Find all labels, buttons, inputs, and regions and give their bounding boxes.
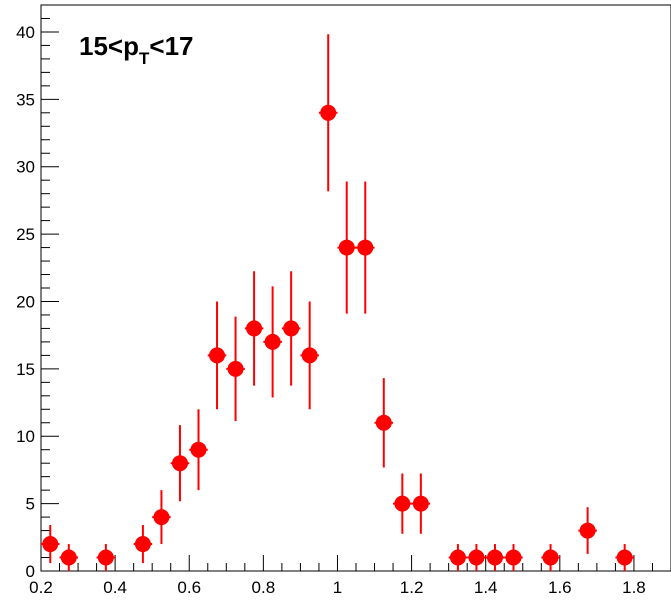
data-point [300, 301, 319, 410]
y-tick-label: 25 [16, 225, 35, 244]
x-tick-label: 1.8 [622, 578, 646, 597]
point-marker [357, 239, 374, 256]
y-tick-label: 40 [16, 23, 35, 42]
annotation-pt-range: 15<pT<17 [79, 31, 194, 68]
point-marker [283, 320, 300, 337]
x-tick-label: 0.2 [29, 578, 53, 597]
point-marker [486, 549, 503, 566]
point-marker [246, 320, 263, 337]
data-point [281, 271, 301, 386]
point-marker [42, 536, 59, 553]
point-marker [320, 104, 337, 121]
point-marker [412, 495, 429, 512]
data-point [615, 544, 634, 571]
y-tick-label: 10 [16, 427, 35, 446]
plot-frame [40, 4, 671, 572]
x-tick-label: 0.6 [177, 578, 201, 597]
x-tick-label: 1.4 [474, 578, 498, 597]
data-point [504, 544, 523, 571]
point-marker [579, 522, 596, 539]
data-point [578, 507, 597, 554]
point-marker [227, 360, 244, 377]
point-marker [190, 441, 207, 458]
data-point [393, 473, 412, 534]
point-marker [505, 549, 522, 566]
y-tick-label: 5 [26, 495, 35, 514]
x-axis: 0.2 0.4 0.6 0.8 1 1.2 1.4 1.6 1.8 [29, 555, 671, 597]
x-tick-label: 1.2 [400, 578, 424, 597]
x-tick-label: 0.4 [103, 578, 127, 597]
data-point [170, 425, 190, 502]
point-marker [134, 536, 151, 553]
point-marker [468, 549, 485, 566]
y-tick-label: 0 [26, 562, 35, 581]
point-marker [616, 549, 633, 566]
data-point [152, 490, 171, 545]
point-marker [264, 333, 281, 350]
data-series [41, 34, 634, 571]
point-marker [375, 414, 392, 431]
point-marker [97, 549, 114, 566]
point-marker [153, 509, 170, 526]
point-marker [301, 347, 318, 364]
point-marker [171, 455, 188, 472]
y-tick-label: 20 [16, 292, 35, 311]
data-point [318, 34, 338, 192]
data-point [59, 544, 79, 571]
point-marker [338, 239, 355, 256]
data-point [374, 378, 394, 468]
data-point [337, 181, 356, 314]
x-tick-label: 1 [333, 578, 342, 597]
data-point [356, 181, 375, 314]
y-tick-label: 30 [16, 158, 35, 177]
data-point [485, 544, 505, 571]
data-point [263, 286, 282, 398]
y-tick-label: 15 [16, 360, 35, 379]
point-marker [60, 549, 77, 566]
point-marker [209, 347, 226, 364]
data-point [133, 524, 153, 564]
point-marker [394, 495, 411, 512]
data-point [541, 544, 560, 571]
point-marker [542, 549, 559, 566]
y-tick-label: 35 [16, 90, 35, 109]
data-point [189, 409, 208, 491]
data-point [244, 271, 264, 386]
point-marker [449, 549, 466, 566]
x-tick-label: 0.8 [252, 578, 276, 597]
data-point [41, 524, 60, 564]
data-point [448, 544, 468, 571]
data-point [226, 316, 245, 422]
y-axis: 0 5 10 15 20 25 30 35 40 [16, 4, 59, 581]
data-point [467, 544, 486, 571]
data-point [207, 301, 227, 410]
data-point [411, 473, 431, 534]
x-tick-label: 1.6 [548, 578, 572, 597]
data-point [96, 544, 116, 571]
